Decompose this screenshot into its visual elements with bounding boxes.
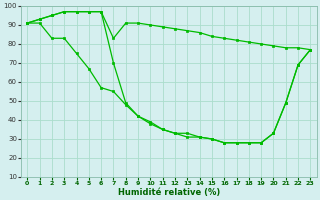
X-axis label: Humidité relative (%): Humidité relative (%)	[118, 188, 220, 197]
